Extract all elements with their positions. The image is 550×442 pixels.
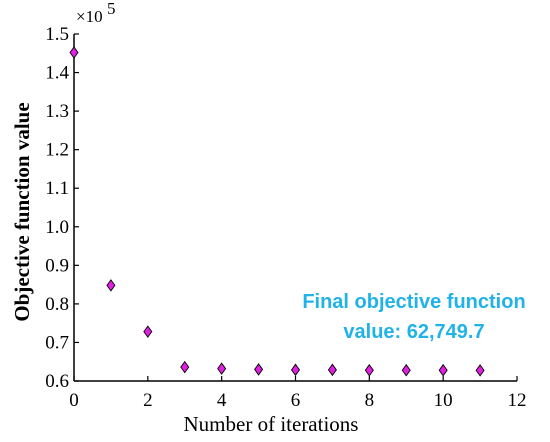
- data-point: [364, 363, 374, 377]
- annotation-line-1: Final objective function: [302, 291, 525, 313]
- data-point: [106, 279, 116, 292]
- data-point: [217, 362, 227, 375]
- x-tick-label: 4: [217, 390, 227, 411]
- y-tick-label: 0.6: [45, 371, 69, 392]
- y-axis-title: Objective function value: [10, 102, 34, 321]
- y-tick-label: 1.4: [45, 63, 69, 84]
- y-tick-label: 1.2: [45, 140, 69, 161]
- x-tick-label: 2: [143, 390, 153, 411]
- x-tick-label: 8: [365, 390, 375, 411]
- y-ticks: 0.6 0.7 0.8 0.9 1.0 1.1 1.2 1.3 1.4 1.5: [45, 24, 79, 392]
- data-point: [69, 46, 79, 59]
- y-multiplier: ×10: [76, 7, 103, 26]
- data-point: [143, 325, 153, 338]
- y-tick-label: 0.9: [45, 255, 69, 276]
- y-tick-label: 1.5: [45, 24, 69, 45]
- y-tick-label: 1.0: [45, 217, 69, 238]
- data-point: [180, 360, 190, 374]
- y-tick-label: 1.1: [45, 178, 69, 199]
- y-tick-label: 0.8: [45, 294, 69, 315]
- y-tick-label: 1.3: [45, 101, 69, 122]
- data-point: [438, 363, 448, 377]
- data-point: [475, 364, 485, 377]
- data-point: [327, 363, 337, 377]
- y-multiplier-exponent: 5: [107, 0, 116, 18]
- data-point: [401, 363, 411, 377]
- x-tick-label: 0: [69, 390, 79, 411]
- x-ticks: 0 2 4 6 8 10 12: [69, 376, 527, 411]
- x-tick-label: 6: [291, 390, 301, 411]
- y-tick-label: 0.7: [45, 332, 69, 353]
- annotation-line-2: value: 62,749.7: [343, 321, 484, 343]
- data-point: [254, 363, 264, 376]
- x-tick-label: 10: [434, 390, 453, 411]
- data-points: [69, 46, 485, 377]
- x-axis-title: Number of iterations: [184, 412, 359, 436]
- x-tick-label: 12: [508, 390, 527, 411]
- data-point: [290, 363, 301, 377]
